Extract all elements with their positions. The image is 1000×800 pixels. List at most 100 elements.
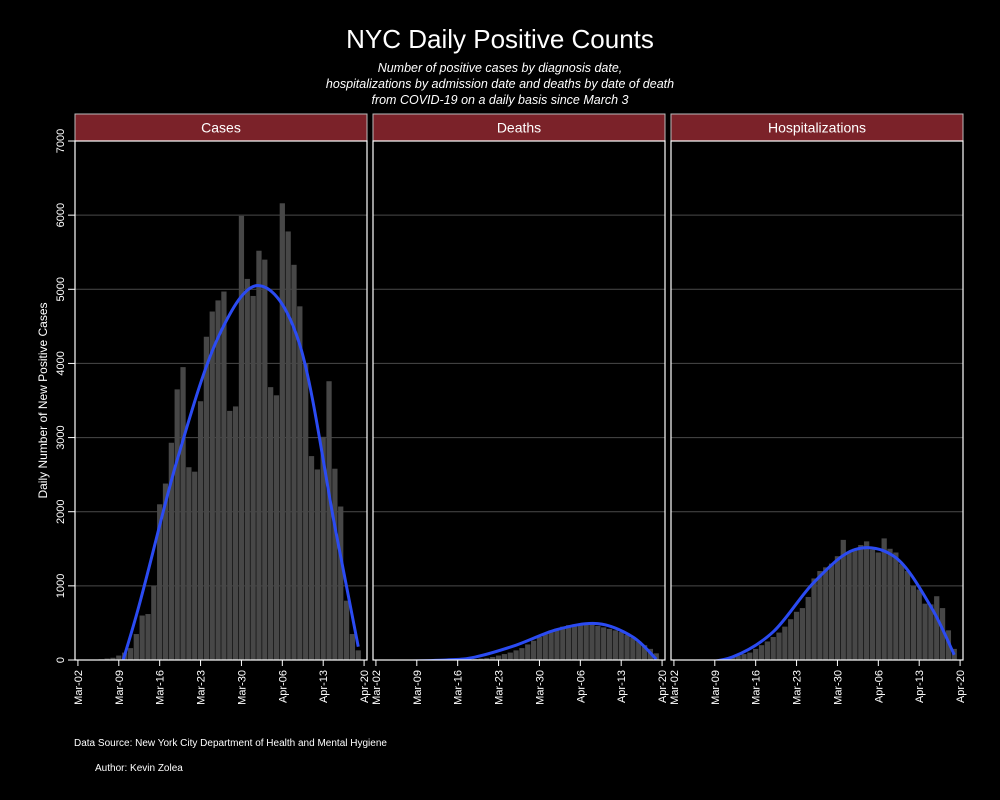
bar (606, 628, 613, 660)
bar (525, 644, 531, 660)
panel-background (373, 141, 665, 660)
bar (530, 640, 537, 660)
bar (291, 264, 297, 660)
bar (227, 410, 233, 660)
y-tick-label: 6000 (55, 203, 67, 227)
bar (209, 311, 215, 660)
subtitle-line-3: from COVID-19 on a daily basis since Mar… (371, 93, 629, 107)
bar (145, 614, 151, 660)
bar (203, 336, 210, 660)
x-tick-label: Apr-06 (575, 670, 587, 703)
bar (133, 634, 139, 660)
x-tick-label: Mar-30 (534, 670, 546, 705)
bar (782, 626, 788, 660)
y-tick-label: 7000 (55, 129, 67, 153)
bar (116, 655, 122, 660)
y-tick-label: 0 (55, 657, 67, 663)
bar (320, 436, 326, 660)
bar (332, 468, 338, 660)
bar (250, 295, 256, 660)
x-tick-label: Mar-02 (73, 670, 85, 705)
bar (495, 655, 502, 660)
bar (612, 630, 618, 660)
bar (314, 469, 320, 660)
bar (478, 658, 484, 660)
bar (928, 604, 934, 660)
x-tick-label: Mar-23 (792, 670, 804, 705)
bar (583, 622, 589, 660)
bar (157, 504, 163, 660)
panel-border (670, 140, 964, 661)
bar (811, 578, 817, 660)
bar (840, 539, 846, 660)
x-tick-label: Mar-02 (669, 670, 681, 705)
facet-strip-label: Cases (201, 120, 241, 136)
bar (869, 549, 876, 660)
facet-strip (670, 113, 964, 142)
bar (151, 585, 157, 660)
x-tick-label: Mar-16 (751, 670, 763, 705)
bar (864, 541, 870, 660)
bar (256, 250, 262, 660)
y-tick-label: 1000 (55, 574, 67, 598)
x-tick-label: Apr-13 (616, 670, 628, 703)
facet-strip-label: Deaths (497, 120, 541, 136)
y-tick-label: 3000 (55, 425, 67, 449)
bar (104, 658, 110, 660)
bar (279, 203, 285, 660)
bar (934, 596, 940, 660)
x-tick-label: Apr-20 (955, 670, 967, 703)
x-tick-label: Mar-16 (155, 670, 167, 705)
panel-border (372, 140, 666, 661)
x-tick-label: Mar-23 (494, 670, 506, 705)
bar (764, 641, 770, 660)
bar (273, 395, 280, 660)
y-tick-label: 4000 (55, 351, 67, 375)
bar (939, 608, 946, 660)
bar (338, 506, 344, 660)
y-axis-title: Daily Number of New Positive Cases (36, 302, 50, 498)
bar (484, 657, 490, 660)
x-tick-label: Mar-09 (114, 670, 126, 705)
bar (846, 552, 852, 660)
chart-subtitle: Number of positive cases by diagnosis da… (0, 60, 1000, 108)
bar (127, 648, 134, 660)
bar (817, 571, 823, 660)
bar (776, 632, 782, 660)
y-tick-label: 5000 (55, 277, 67, 301)
bar (770, 637, 776, 660)
bar (858, 545, 864, 660)
bar (788, 619, 794, 660)
bar (805, 596, 811, 660)
x-tick-label: Mar-30 (832, 670, 844, 705)
bar (215, 300, 221, 660)
bar (922, 603, 928, 660)
facet-strip-label: Hospitalizations (768, 120, 866, 136)
bar (285, 231, 291, 660)
bar (653, 653, 659, 660)
bar (595, 625, 601, 660)
bar (904, 571, 911, 660)
bar (560, 626, 566, 660)
bar (262, 259, 268, 660)
bar (758, 645, 765, 660)
bar (834, 556, 841, 660)
smooth-trend-line (121, 284, 360, 660)
bar (343, 600, 350, 660)
bar (297, 306, 303, 660)
bar (548, 630, 554, 660)
x-tick-label: Mar-09 (710, 670, 722, 705)
x-tick-label: Mar-02 (371, 670, 383, 705)
panel-background (671, 141, 963, 660)
bar (308, 456, 315, 660)
bar (636, 641, 642, 660)
smooth-trend-line (712, 546, 956, 660)
bar (753, 648, 759, 660)
author-note: Author: Kevin Zolea (95, 763, 183, 774)
bar (501, 654, 508, 660)
bar (589, 624, 595, 660)
bar (554, 628, 560, 660)
x-tick-label: Mar-30 (236, 670, 248, 705)
facet-panel-hospitalizations: Hospitalizations Mar-02 Mar-09 Mar-16 Mar-23… (669, 113, 967, 705)
bar (513, 650, 519, 660)
